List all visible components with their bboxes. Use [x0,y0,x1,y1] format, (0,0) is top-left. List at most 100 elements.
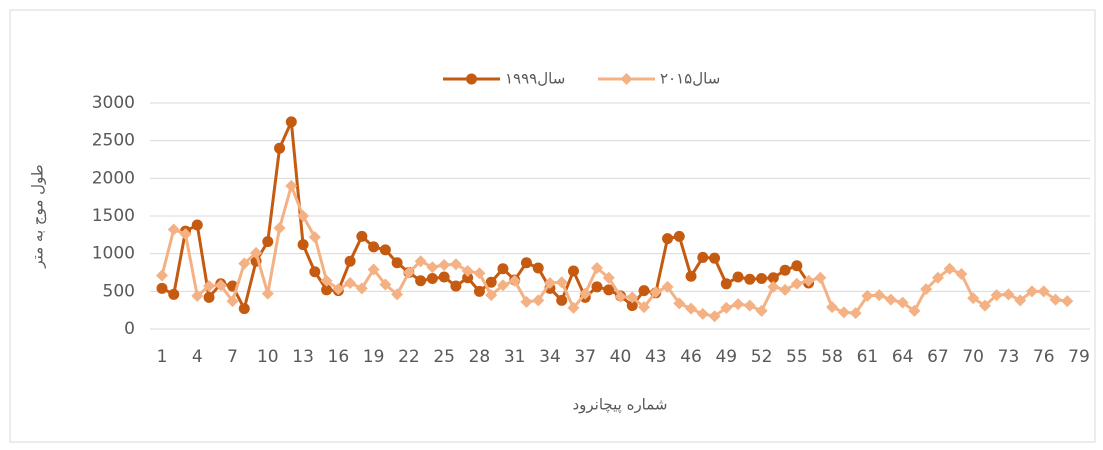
point [649,286,662,299]
point [591,281,603,293]
point [262,236,274,248]
point [414,255,427,268]
chart-frame [9,9,1096,443]
x-tick-label: 28 [469,347,491,367]
y-tick-label: 0 [124,319,135,339]
point [826,301,839,314]
x-tick-label: 49 [715,347,737,367]
point [462,272,474,284]
point [285,179,298,192]
point [321,284,333,296]
x-tick-label: 25 [433,347,455,367]
point [614,290,627,303]
point [767,280,780,293]
point [708,310,721,323]
x-tick-label: 7 [227,347,238,367]
point [931,271,944,284]
point [720,301,733,314]
point [543,277,556,290]
point [391,288,404,301]
point [555,276,568,289]
point [356,230,368,242]
point [156,269,168,282]
point [744,273,756,285]
point [391,257,403,269]
point [450,280,462,292]
point [297,210,310,222]
x-tick-label: 61 [857,347,879,367]
point [438,258,451,271]
legend-label: سال۲۰۱۵ [660,70,720,88]
point [661,280,674,293]
y-axis-title: طول موج به متر [29,164,48,268]
point [438,271,450,283]
point [896,296,909,309]
x-tick-label: 67 [927,347,949,367]
point [755,304,768,317]
point [1025,285,1038,298]
point [379,244,391,256]
legend-label: سال۱۹۹۹ [505,70,565,88]
x-tick-label: 79 [1068,347,1090,367]
x-tick-label: 70 [962,347,984,367]
point [1002,288,1015,301]
x-tick-label: 37 [574,347,596,367]
point [779,283,792,296]
point [685,302,698,315]
point [602,271,615,284]
point [920,283,933,296]
point [732,298,745,311]
point [520,295,533,308]
y-tick-label: 1500 [92,206,135,226]
point [415,275,427,287]
point [461,264,474,277]
point [250,246,263,259]
point [156,282,168,294]
x-tick-label: 34 [539,347,561,367]
point [662,233,674,245]
point [978,299,991,312]
y-tick-label: 500 [103,281,135,301]
point [626,300,638,312]
point [696,307,709,320]
y-tick-label: 2500 [92,131,135,151]
point [697,251,709,263]
point [344,277,357,290]
point [273,222,286,235]
point [402,266,415,279]
point [873,289,886,302]
point [191,289,204,302]
point [567,301,580,314]
point [309,266,321,278]
point [203,280,216,293]
point [532,262,544,274]
point [426,261,439,274]
y-tick-label: 1000 [92,244,135,264]
x-tick-label: 52 [751,347,773,367]
x-tick-label: 55 [786,347,808,367]
point [579,287,592,300]
x-tick-label: 19 [363,347,385,367]
legend-marker [466,73,477,85]
point [709,252,721,264]
point [814,271,827,284]
x-tick-label: 58 [821,347,843,367]
point [496,279,509,292]
point [732,271,744,283]
x-tick-label: 22 [398,347,420,367]
point [990,289,1003,302]
point [285,116,297,128]
point [274,142,286,154]
legend-marker [620,73,633,85]
point [943,262,956,275]
point [849,307,862,320]
point [884,293,897,306]
point [638,285,650,297]
point [261,287,274,300]
point [214,279,227,292]
point [1049,293,1062,306]
point [497,263,509,275]
point [673,297,686,310]
point [861,289,874,302]
